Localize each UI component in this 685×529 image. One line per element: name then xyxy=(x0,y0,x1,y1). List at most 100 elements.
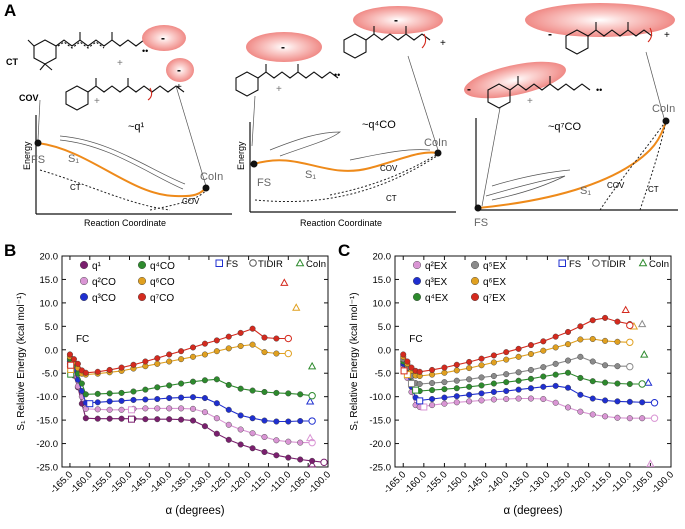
tidir-marker xyxy=(284,334,292,343)
data-point xyxy=(589,411,596,418)
y-tick-label: 15.0 xyxy=(40,275,59,286)
data-point xyxy=(540,338,547,345)
pointer-line xyxy=(175,85,207,187)
x-tick-label: -140.0 xyxy=(485,469,512,496)
series-line xyxy=(402,317,630,373)
ct-curve xyxy=(254,153,441,203)
data-point xyxy=(106,398,113,405)
data-point xyxy=(404,358,411,365)
legend-swatch xyxy=(137,277,146,286)
data-point xyxy=(565,328,572,335)
q-label: ~q¹ xyxy=(128,121,145,133)
data-point xyxy=(552,399,559,406)
molecule-sketch xyxy=(235,26,431,97)
x-tick-label: -125.0 xyxy=(546,469,573,496)
x-tick-label: -100.0 xyxy=(306,469,333,496)
data-point xyxy=(249,445,256,452)
data-point xyxy=(225,421,232,428)
coin-point xyxy=(662,117,670,125)
data-point xyxy=(577,374,584,381)
legend-coin-marker xyxy=(295,258,305,267)
data-point xyxy=(589,395,596,402)
charge-cloud xyxy=(464,61,566,99)
ct-label: CT xyxy=(70,183,81,192)
data-point xyxy=(614,338,621,345)
data-point xyxy=(297,439,304,446)
data-point xyxy=(614,380,621,387)
panel-label-a: A xyxy=(4,1,16,20)
data-point xyxy=(466,358,473,365)
data-point xyxy=(154,405,161,412)
legend-swatch xyxy=(79,261,88,270)
data-point xyxy=(106,406,113,413)
y-tick-label: -20.0 xyxy=(369,439,391,450)
ct-label: CT xyxy=(648,185,659,194)
data-point xyxy=(503,371,510,378)
legend-label: q⁶EX xyxy=(483,277,506,288)
data-point xyxy=(249,430,256,437)
data-point xyxy=(261,448,268,455)
data-point xyxy=(70,356,77,363)
data-point xyxy=(565,384,572,391)
data-point xyxy=(503,349,510,356)
x-tick-label: -155.0 xyxy=(423,469,450,496)
data-point xyxy=(261,349,268,356)
fs-label: FS xyxy=(31,154,45,166)
data-point xyxy=(453,367,460,374)
data-point xyxy=(130,396,137,403)
data-point xyxy=(261,433,268,440)
q-label: ~q⁷CO xyxy=(548,121,581,133)
fs-marker xyxy=(407,380,415,388)
legend-coin-label: CoIn xyxy=(306,259,326,270)
data-point xyxy=(118,415,125,422)
data-point xyxy=(190,417,197,424)
plot-frame xyxy=(394,255,672,468)
fs-label: FS xyxy=(474,217,488,229)
data-point xyxy=(154,396,161,403)
legend-label: q⁷CO xyxy=(150,293,174,304)
x-tick-label: -130.0 xyxy=(526,469,553,496)
legend-label: q²EX xyxy=(425,261,448,272)
data-point xyxy=(261,417,268,424)
legend-swatch xyxy=(79,277,88,286)
data-point xyxy=(429,402,436,409)
plus-sign: + xyxy=(440,38,446,49)
legend-swatch xyxy=(471,277,480,286)
fs-point xyxy=(34,139,42,147)
legend-swatch xyxy=(413,293,422,302)
data-point xyxy=(527,350,534,357)
data-point xyxy=(130,361,137,368)
legend-fs-label: FS xyxy=(226,259,238,270)
y-tick-label: -25.0 xyxy=(36,463,58,474)
coin-marker xyxy=(646,459,655,467)
plus-sign: + xyxy=(664,30,670,41)
data-point xyxy=(225,345,232,352)
x-axis-label: α (degrees) xyxy=(165,505,224,517)
x-tick-label: -120.0 xyxy=(227,469,254,496)
molecule-sketch xyxy=(27,32,151,71)
y-tick-label: -20.0 xyxy=(36,439,58,450)
charge-minus: - xyxy=(394,13,398,27)
data-point xyxy=(527,366,534,373)
legend-swatch xyxy=(471,293,480,302)
data-point xyxy=(142,416,149,423)
data-point xyxy=(82,369,89,376)
data-point xyxy=(237,385,244,392)
charge-cloud xyxy=(525,3,675,37)
data-point xyxy=(589,335,596,342)
coin-marker xyxy=(638,319,647,328)
data-point xyxy=(118,364,125,371)
data-point xyxy=(453,361,460,368)
legend-coin-label: CoIn xyxy=(649,259,669,270)
x-tick-label: -105.0 xyxy=(629,469,656,496)
data-point xyxy=(82,415,89,422)
data-point xyxy=(515,345,522,352)
y-tick-label: -25.0 xyxy=(369,463,391,474)
legend-fs-marker xyxy=(215,259,223,267)
reaction-axis-label: Reaction Coordinate xyxy=(300,218,382,228)
data-point xyxy=(429,366,436,373)
fs-marker xyxy=(127,406,135,414)
data-point xyxy=(225,436,232,443)
data-point xyxy=(400,351,407,358)
data-point xyxy=(552,382,559,389)
